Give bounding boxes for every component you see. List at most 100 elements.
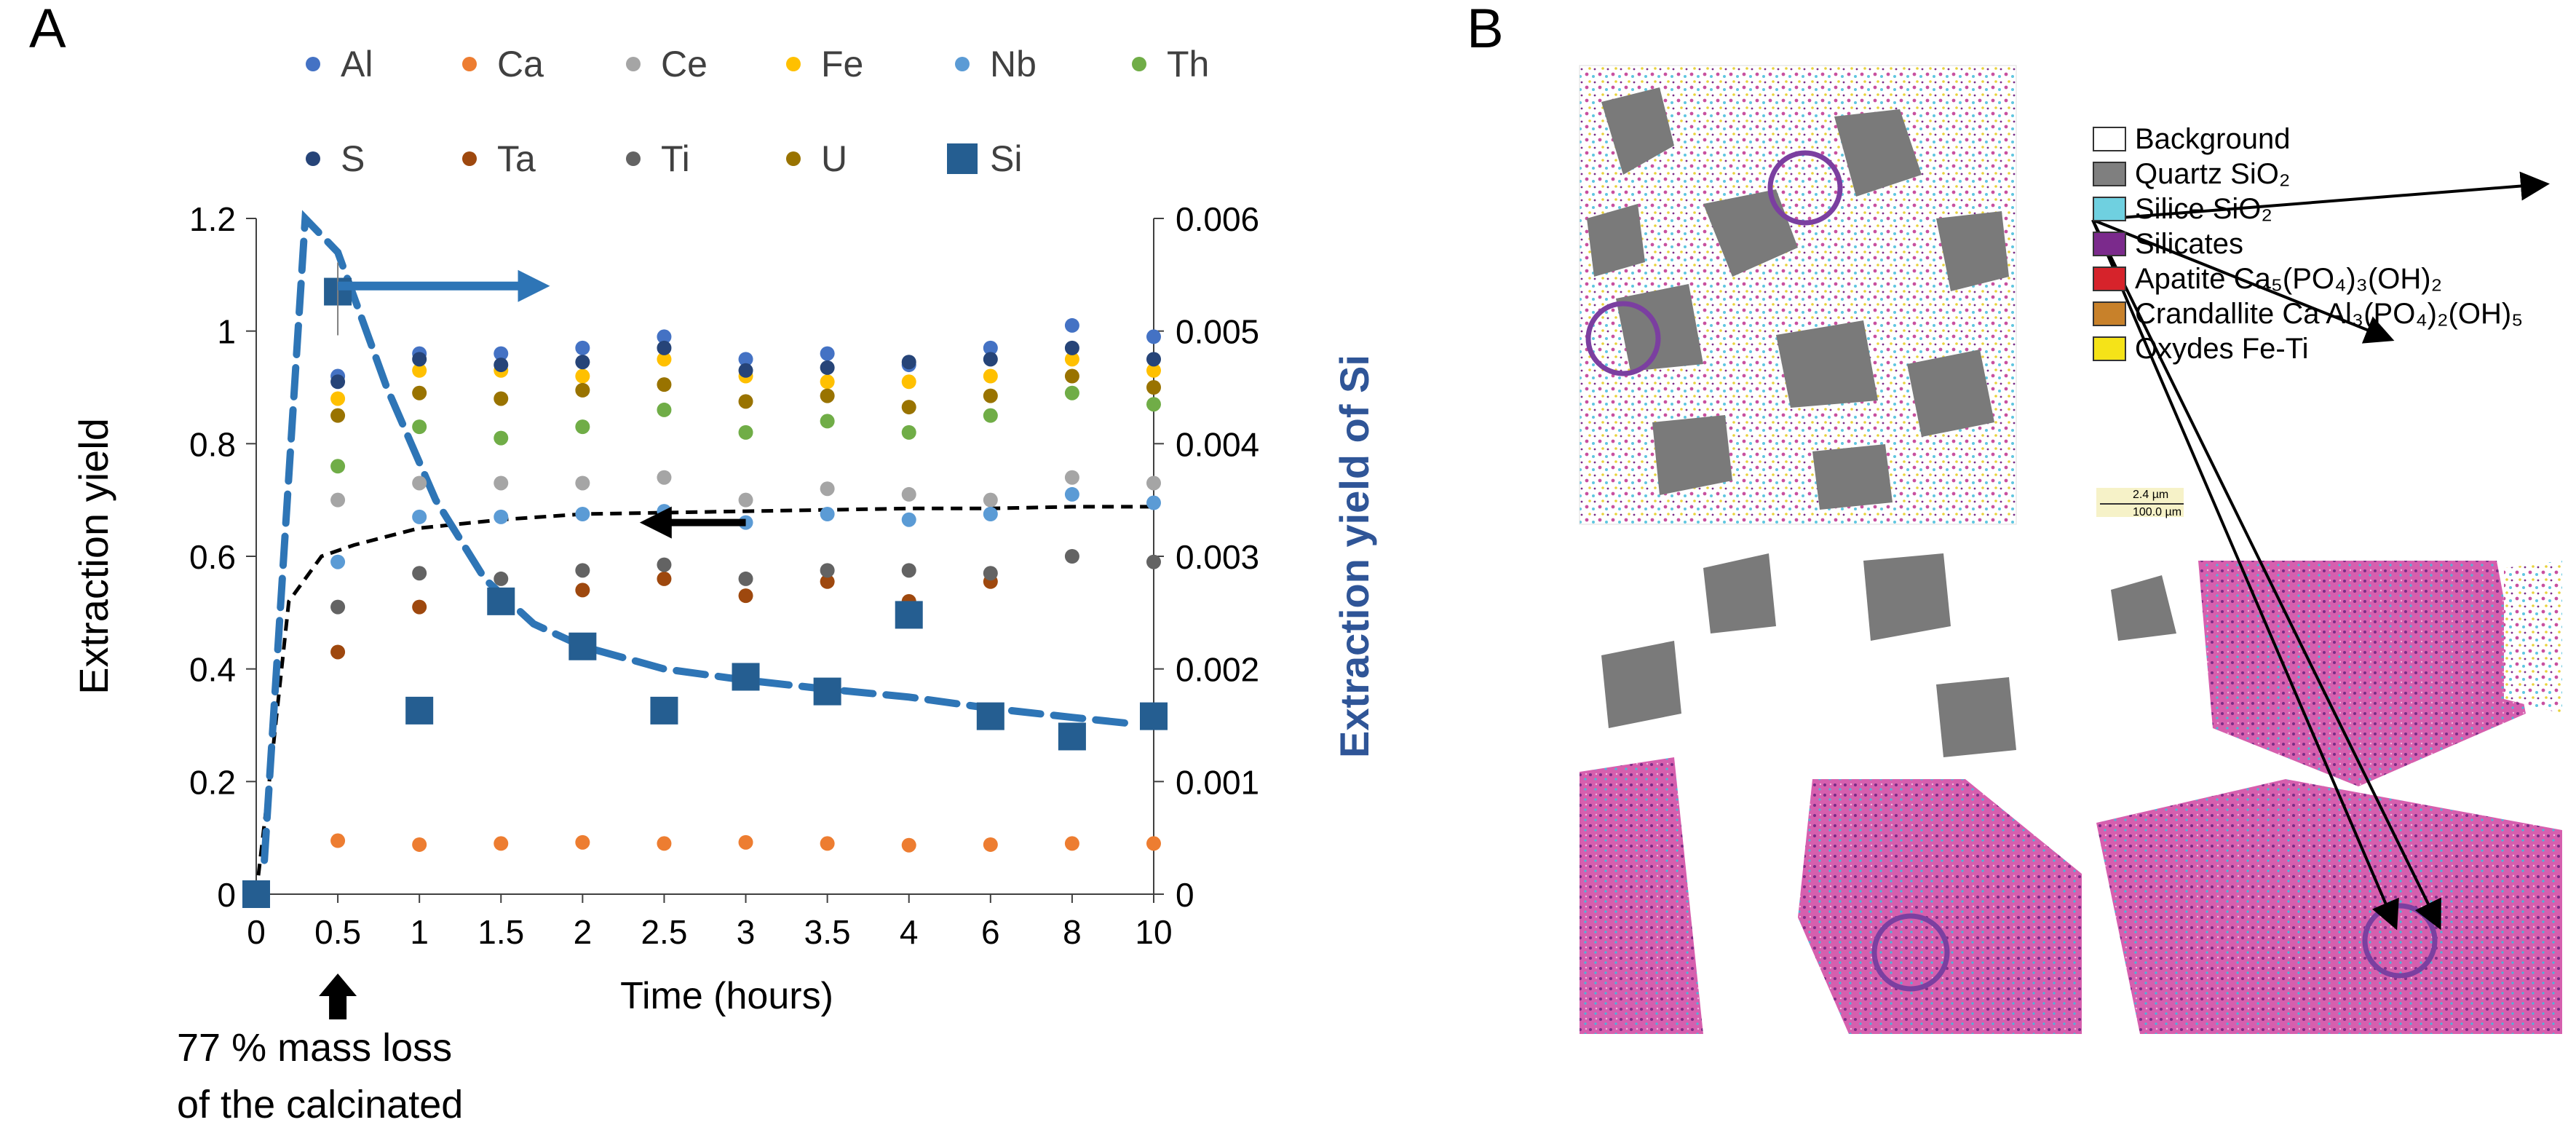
point-ca: [738, 834, 753, 850]
point-si: [405, 696, 434, 725]
highlight-circle-2: [1585, 301, 1661, 376]
point-al: [1064, 317, 1079, 333]
y-tick-label-right: 0.006: [1176, 200, 1259, 238]
point-s: [330, 374, 346, 390]
x-tick-label: 4: [900, 913, 919, 951]
point-ca: [412, 837, 427, 852]
x-tick-label: 0.5: [314, 913, 361, 951]
point-ti: [738, 571, 753, 586]
point-nb: [1064, 486, 1079, 502]
point-ta: [657, 571, 672, 586]
point-ce: [901, 486, 916, 502]
point-ca: [901, 837, 916, 853]
point-fe: [1064, 352, 1079, 367]
point-al: [738, 352, 753, 367]
point-ce: [1064, 470, 1079, 485]
x-tick-label: 2: [574, 913, 593, 951]
legend-label: Apatite Ca₅(PO₄)₃(OH)₂: [2135, 262, 2443, 295]
si-trend-line: [261, 210, 1129, 864]
point-ti: [1146, 554, 1161, 569]
point-ca: [330, 833, 346, 848]
point-u: [1064, 368, 1079, 384]
panel-a-label: A: [29, 0, 66, 60]
y-tick-label-right: 0.003: [1176, 538, 1259, 576]
point-fe: [330, 391, 346, 406]
legend-marker-ta: [462, 151, 477, 166]
point-si: [895, 601, 923, 629]
point-s: [1146, 352, 1161, 367]
scale-label-bottom: 100.0 µm: [2133, 506, 2181, 518]
point-s: [1064, 340, 1079, 355]
point-th: [820, 414, 835, 429]
legend-label-ta: Ta: [497, 138, 536, 179]
legend-marker-fe: [786, 57, 801, 71]
legend-item: Crandallite Ca Al₃(PO₄)₂(OH)₅: [2093, 297, 2523, 331]
point-u: [820, 388, 835, 403]
y-axis-label-left: Extraction yield: [71, 418, 116, 695]
point-ca: [494, 836, 509, 851]
legend-label-si: Si: [990, 138, 1022, 179]
point-nb: [1146, 495, 1161, 510]
point-si: [813, 677, 841, 706]
legend-label: Silice SiO₂: [2135, 192, 2272, 225]
legend-swatch: [2093, 232, 2126, 256]
point-fe: [657, 352, 672, 367]
point-ta: [820, 574, 835, 589]
point-ta: [575, 583, 590, 598]
point-ca: [1064, 836, 1079, 851]
legend-label-nb: Nb: [990, 44, 1037, 84]
point-al: [1146, 329, 1161, 344]
point-ti: [1064, 549, 1079, 564]
point-si: [242, 880, 270, 908]
legend-item: Quartz SiO₂: [2093, 157, 2290, 191]
legend-label: Quartz SiO₂: [2135, 157, 2291, 190]
point-fe: [820, 374, 835, 390]
point-ca: [1146, 836, 1161, 851]
y-tick-label-left: 0.2: [189, 763, 236, 801]
point-ti: [820, 563, 835, 578]
y-tick-label-right: 0.001: [1176, 763, 1259, 801]
point-s: [983, 352, 998, 367]
legend-item: Oxydes Fe-Ti: [2093, 332, 2309, 366]
point-th: [330, 459, 346, 474]
point-ti: [901, 563, 916, 578]
point-th: [494, 430, 509, 446]
point-ce: [1146, 475, 1161, 491]
legend-label-al: Al: [341, 44, 373, 84]
y-axis-label-right: Extraction yield of Si: [1331, 355, 1377, 758]
point-s: [494, 358, 509, 373]
point-si: [732, 663, 760, 691]
legend-swatch: [2093, 336, 2126, 361]
point-nb: [820, 507, 835, 521]
point-s: [412, 352, 427, 367]
point-si: [1140, 702, 1168, 730]
point-s: [738, 363, 753, 378]
mineral-maps: 2.4 µm 100.0 µm: [1579, 65, 2562, 1034]
point-ti: [330, 599, 346, 615]
y-tick-label-left: 1: [217, 313, 236, 351]
point-si: [487, 587, 515, 615]
legend-marker-ti: [626, 151, 641, 166]
point-u: [983, 388, 998, 403]
point-ti: [494, 571, 509, 586]
point-al: [983, 340, 998, 355]
point-fe: [901, 374, 916, 390]
point-u: [657, 377, 672, 392]
x-tick-label: 1.5: [477, 913, 524, 951]
point-si: [1058, 722, 1086, 751]
legend-swatch: [2093, 267, 2126, 291]
x-tick-label: 1: [410, 913, 429, 951]
point-s: [820, 360, 835, 375]
y-tick-label-left: 0.6: [189, 538, 236, 576]
panel-a-chart: 0 0.2 0.4 0.6 0.8 1 1.2 0 0.001 0.002 0.003 0.004 0.…: [71, 44, 1377, 1019]
annotation-line-2: of the calcinated: [177, 1083, 464, 1126]
point-nb: [412, 509, 427, 524]
point-ti: [575, 563, 590, 578]
point-th: [575, 419, 590, 435]
y-tick-label-left: 0.4: [189, 651, 236, 689]
legend-swatch: [2093, 301, 2126, 326]
legend-marker-ce: [626, 57, 641, 71]
legend-item: Silice SiO₂: [2093, 192, 2272, 226]
point-ce: [983, 492, 998, 508]
point-ti: [412, 566, 427, 581]
